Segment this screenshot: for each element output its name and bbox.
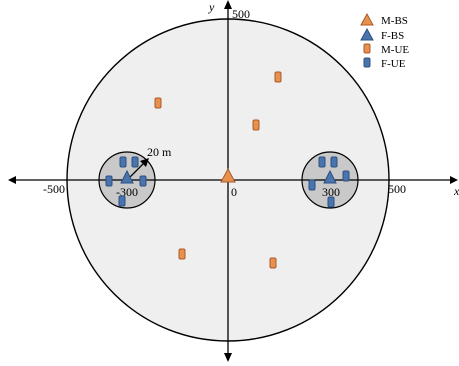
f-ue-marker	[327, 196, 335, 208]
f-ue-marker	[118, 195, 126, 207]
m-ue-marker	[178, 248, 186, 260]
x-axis-label: x	[453, 184, 459, 198]
f-ue-marker	[105, 175, 113, 187]
y-tick-pos500: 500	[232, 7, 250, 21]
y-axis-label: y	[208, 0, 215, 14]
m-ue-marker	[269, 257, 277, 269]
legend-m-bs-label: M-BS	[381, 15, 408, 27]
legend: M-BS F-BS M-UE F-UE	[360, 12, 409, 70]
legend-f-ue-marker	[363, 57, 371, 68]
f-ue-marker	[139, 175, 147, 187]
x-tick-pos300: 300	[322, 185, 340, 199]
m-ue-marker	[274, 71, 282, 83]
legend-f-bs-label: F-BS	[381, 30, 404, 42]
legend-m-bs-marker	[360, 12, 374, 26]
legend-f-bs-marker	[360, 27, 374, 41]
legend-f-ue-label: F-UE	[381, 58, 406, 70]
f-ue-marker	[308, 179, 316, 191]
f-ue-marker	[330, 156, 338, 168]
f-bs-marker-right	[323, 169, 337, 184]
femto-radius-label: 20 m	[147, 145, 172, 159]
f-bs-marker-left	[120, 169, 134, 184]
m-ue-marker	[154, 97, 162, 109]
f-ue-marker	[119, 156, 127, 168]
m-bs-marker	[220, 167, 236, 183]
x-tick-zero: 0	[231, 185, 237, 199]
f-ue-marker	[318, 156, 326, 168]
x-tick-neg500: -500	[43, 182, 65, 196]
m-ue-marker	[252, 119, 260, 131]
f-ue-marker	[342, 170, 350, 182]
legend-m-ue-marker	[363, 43, 371, 54]
x-tick-pos500: 500	[388, 182, 406, 196]
legend-m-ue-label: M-UE	[381, 44, 409, 56]
f-ue-marker	[131, 156, 139, 168]
